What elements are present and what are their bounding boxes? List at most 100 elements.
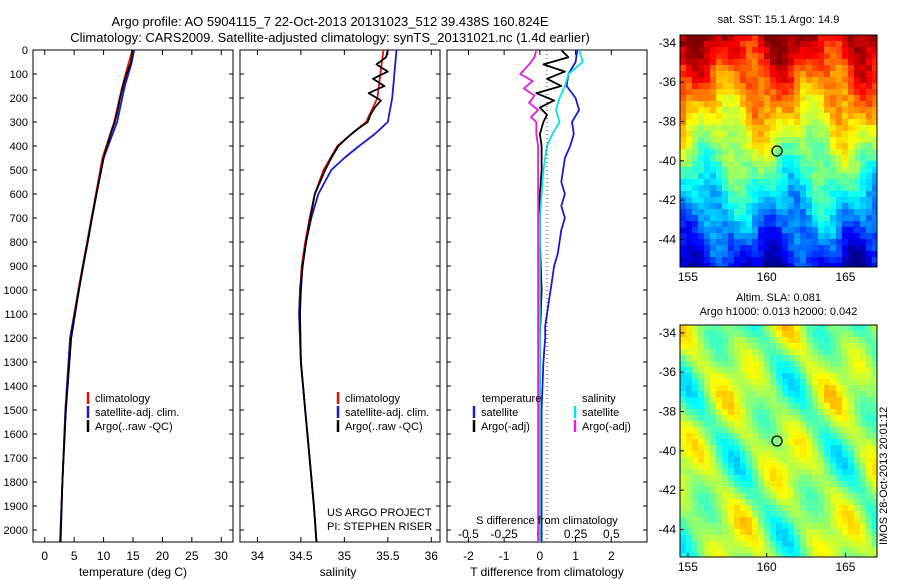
map-cell xyxy=(680,469,687,476)
map-cell xyxy=(740,415,747,422)
map-y-tick-label: -38 xyxy=(659,405,677,419)
map-cell xyxy=(800,251,807,258)
map-cell xyxy=(764,457,771,464)
map-cell xyxy=(848,71,855,78)
map-cell xyxy=(740,77,747,84)
map-cell xyxy=(830,523,837,530)
map-cell xyxy=(680,185,687,192)
map-cell xyxy=(812,179,819,186)
map-cell xyxy=(776,155,783,162)
map-cell xyxy=(800,361,807,368)
map-cell xyxy=(860,529,867,536)
map-cell xyxy=(680,83,687,90)
map-cell xyxy=(794,523,801,530)
map-cell xyxy=(740,203,747,210)
map-cell xyxy=(788,325,795,332)
map-cell xyxy=(698,221,705,228)
map-cell xyxy=(764,179,771,186)
map-cell xyxy=(728,421,735,428)
map-cell xyxy=(872,385,878,392)
map-cell xyxy=(782,59,789,66)
map-cell xyxy=(866,541,873,548)
map-cell xyxy=(764,53,771,60)
map-x-tick-label: 155 xyxy=(678,560,698,574)
map-cell xyxy=(704,89,711,96)
map-cell xyxy=(860,355,867,362)
map-cell xyxy=(812,535,819,542)
map-cell xyxy=(734,143,741,150)
map-cell xyxy=(722,71,729,78)
map-cell xyxy=(824,487,831,494)
map-cell xyxy=(788,251,795,258)
sla-map-title: Altim. SLA: 0.081 xyxy=(736,292,821,304)
map-cell xyxy=(722,415,729,422)
map-cell xyxy=(836,227,843,234)
map-cell xyxy=(680,337,687,344)
map-cell xyxy=(824,197,831,204)
map-cell xyxy=(794,403,801,410)
map-cell xyxy=(686,41,693,48)
map-cell xyxy=(788,487,795,494)
map-cell xyxy=(866,445,873,452)
map-cell xyxy=(710,331,717,338)
map-cell xyxy=(716,155,723,162)
map-cell xyxy=(728,457,735,464)
map-cell xyxy=(704,95,711,102)
map-cell xyxy=(872,47,878,54)
map-cell xyxy=(740,227,747,234)
map-cell xyxy=(788,47,795,54)
axis-ticks: 0100200300400500600700800900100011001200… xyxy=(4,45,647,563)
map-cell xyxy=(806,445,813,452)
map-cell xyxy=(758,125,765,132)
map-cell xyxy=(860,475,867,482)
map-cell xyxy=(818,457,825,464)
map-cell xyxy=(722,427,729,434)
map-cell xyxy=(800,397,807,404)
map-cell xyxy=(788,535,795,542)
map-cell xyxy=(818,427,825,434)
map-cell xyxy=(776,517,783,524)
map-cell xyxy=(812,355,819,362)
map-cell xyxy=(872,463,878,470)
map-cell xyxy=(746,463,753,470)
map-cell xyxy=(794,251,801,258)
map-cell xyxy=(872,143,878,150)
map-cell xyxy=(704,427,711,434)
map-cell xyxy=(776,149,783,156)
map-cell xyxy=(812,65,819,72)
map-cell xyxy=(818,221,825,228)
map-cell xyxy=(716,439,723,446)
map-cell xyxy=(698,77,705,84)
map-cell xyxy=(722,203,729,210)
map-cell xyxy=(854,505,861,512)
map-cell xyxy=(746,487,753,494)
map-cell xyxy=(710,541,717,548)
map-cell xyxy=(824,463,831,470)
map-cell xyxy=(734,451,741,458)
map-cell xyxy=(866,197,873,204)
map-cell xyxy=(842,215,849,222)
map-cell xyxy=(716,415,723,422)
map-cell xyxy=(698,143,705,150)
map-cell xyxy=(746,179,753,186)
map-cell xyxy=(746,65,753,72)
map-cell xyxy=(824,511,831,518)
map-cell xyxy=(686,553,693,558)
map-cell xyxy=(848,355,855,362)
map-cell xyxy=(818,505,825,512)
map-cell xyxy=(686,487,693,494)
map-cell xyxy=(842,179,849,186)
map-cell xyxy=(734,487,741,494)
map-cell xyxy=(782,197,789,204)
map-cell xyxy=(686,239,693,246)
map-cell xyxy=(704,197,711,204)
map-cell xyxy=(758,119,765,126)
map-cell xyxy=(740,143,747,150)
map-cell xyxy=(854,101,861,108)
map-cell xyxy=(782,541,789,548)
map-cell xyxy=(770,385,777,392)
map-cell xyxy=(776,209,783,216)
map-cell xyxy=(854,41,861,48)
map-cell xyxy=(734,529,741,536)
map-cell xyxy=(794,553,801,558)
